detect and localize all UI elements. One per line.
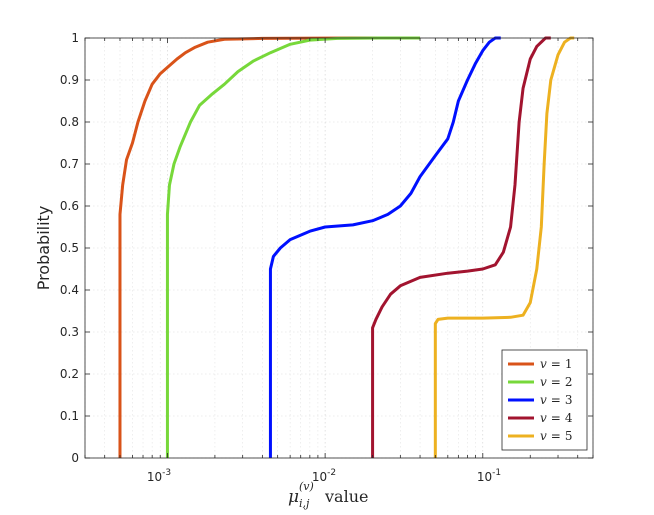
legend-label: v = 4 (540, 411, 573, 425)
series-line-v1 (118, 36, 407, 458)
x-axis-label-mu: μ (288, 487, 299, 507)
x-tick-exp: -2 (327, 468, 336, 478)
y-tick-label: 0 (71, 451, 79, 465)
legend-entry: v = 5 (508, 429, 572, 443)
x-tick-base: 10 (312, 470, 327, 484)
x-tick-exp: -1 (492, 468, 501, 478)
x-tick-label: 10-2 (312, 468, 336, 484)
y-tick-label: 0.8 (60, 115, 79, 129)
series-line-v5 (433, 36, 575, 458)
legend-entry: v = 4 (508, 411, 573, 425)
legend-entry: v = 2 (508, 375, 572, 389)
x-tick-exp: -3 (162, 468, 171, 478)
y-tick-label: 0.9 (60, 73, 79, 87)
x-axis-label-suffix: value (324, 487, 368, 506)
y-tick-label: 0.1 (60, 409, 79, 423)
x-tick-base: 10 (477, 470, 492, 484)
x-tick-base: 10 (147, 470, 162, 484)
legend-label: v = 3 (540, 393, 572, 407)
y-tick-label: 0.3 (60, 325, 79, 339)
legend-entry: v = 1 (508, 357, 572, 371)
x-tick-label: 10-1 (477, 468, 501, 484)
x-tick-label: 10-3 (147, 468, 171, 484)
y-tick-label: 1 (71, 31, 79, 45)
series-line-v4 (371, 36, 551, 458)
legend-label: v = 5 (540, 429, 572, 443)
y-axis-label: Probability (34, 206, 53, 291)
x-axis-label-superscript: (v) (299, 480, 314, 493)
series-lines (118, 36, 575, 458)
x-axis-label: μ (v) i,j value (288, 480, 368, 510)
x-tick-labels: 10-3 10-2 10-1 (147, 468, 501, 484)
axis-ticks (84, 37, 594, 459)
y-tick-label: 0.6 (60, 199, 79, 213)
legend-label: v = 1 (540, 357, 572, 371)
y-tick-label: 0.7 (60, 157, 79, 171)
series-line-v2 (165, 36, 421, 458)
x-axis-label-subscript: i,j (299, 497, 310, 510)
y-tick-label: 0.2 (60, 367, 79, 381)
series-line-v3 (268, 36, 501, 458)
legend: v = 1 v = 2 v = 3 v = 4 v = 5 (501, 349, 588, 451)
legend-label: v = 2 (540, 375, 572, 389)
y-tick-labels: 0 0.1 0.2 0.3 0.4 0.5 0.6 0.7 0.8 0.9 1 (60, 31, 79, 465)
legend-entry: v = 3 (508, 393, 572, 407)
y-tick-label: 0.4 (60, 283, 79, 297)
y-tick-label: 0.5 (60, 241, 79, 255)
